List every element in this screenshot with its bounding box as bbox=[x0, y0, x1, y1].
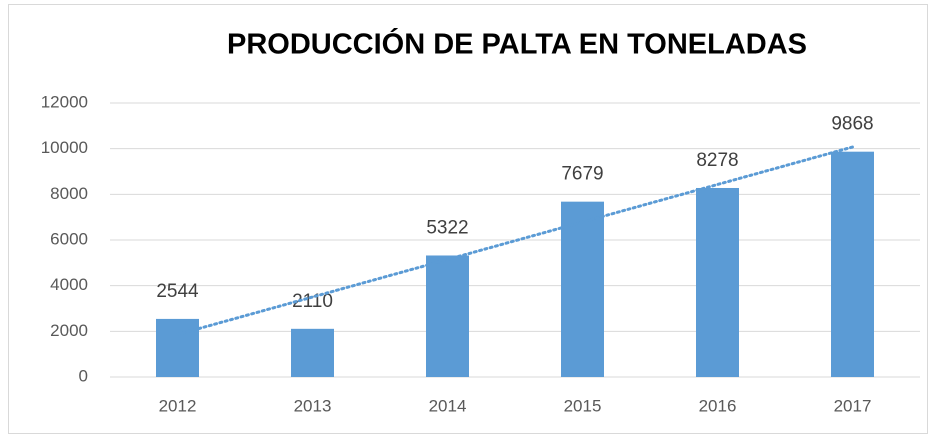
data-label: 7679 bbox=[561, 164, 603, 185]
bar bbox=[696, 187, 739, 377]
y-tick-label: 12000 bbox=[41, 92, 88, 111]
trendline bbox=[176, 145, 854, 337]
bar bbox=[156, 318, 199, 377]
x-tick-label: 2017 bbox=[834, 396, 872, 415]
y-tick-label: 6000 bbox=[50, 229, 88, 248]
bar bbox=[291, 328, 334, 377]
bar bbox=[426, 255, 469, 377]
x-tick-label: 2014 bbox=[429, 396, 467, 415]
x-tick-label: 2012 bbox=[159, 396, 197, 415]
x-tick-label: 2013 bbox=[294, 396, 332, 415]
data-label: 2110 bbox=[292, 291, 333, 312]
data-label: 2544 bbox=[156, 281, 199, 302]
bar bbox=[561, 201, 604, 377]
y-tick-label: 0 bbox=[79, 366, 88, 385]
y-tick-label: 10000 bbox=[41, 138, 88, 157]
data-label: 8278 bbox=[696, 150, 738, 171]
data-label: 5322 bbox=[426, 217, 468, 238]
y-tick-label: 4000 bbox=[50, 275, 88, 294]
chart-title: PRODUCCIÓN DE PALTA EN TONELADAS bbox=[227, 27, 807, 61]
bar bbox=[831, 151, 874, 377]
data-label: 9868 bbox=[831, 114, 873, 135]
x-tick-label: 2016 bbox=[699, 396, 737, 415]
y-tick-label: 2000 bbox=[50, 321, 88, 340]
x-tick-label: 2015 bbox=[564, 396, 602, 415]
y-tick-label: 8000 bbox=[50, 184, 88, 203]
